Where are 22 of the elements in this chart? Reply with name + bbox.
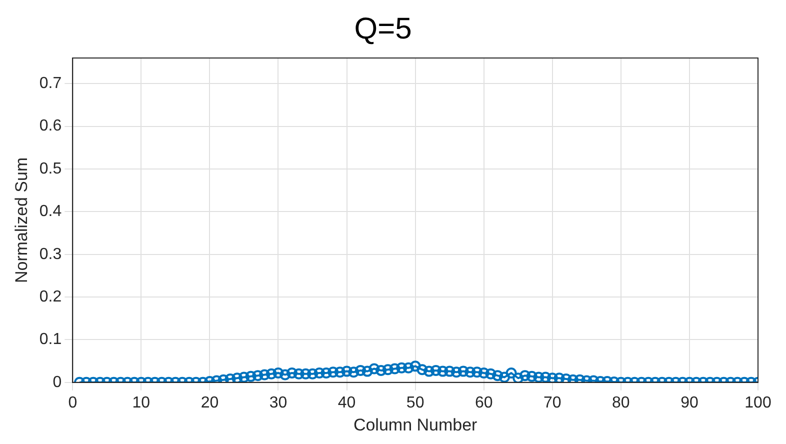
- y-tick-label: 0.2: [39, 288, 62, 306]
- y-tick-label: 0.4: [39, 203, 62, 220]
- chart-title: Q=5: [354, 12, 412, 46]
- y-tick-label: 0.1: [39, 331, 62, 348]
- x-axis-title: Column Number: [353, 415, 478, 434]
- x-tick-label: 70: [543, 394, 562, 412]
- x-tick-label: 0: [68, 394, 78, 412]
- x-tick-label: 100: [744, 394, 772, 412]
- x-tick-label: 80: [612, 394, 630, 412]
- x-tick-label: 60: [474, 394, 493, 412]
- x-tick-label: 50: [406, 394, 424, 412]
- x-tick-label: 90: [680, 394, 698, 412]
- y-tick-label: 0.6: [39, 118, 62, 135]
- y-tick-label: 0.5: [39, 160, 62, 178]
- y-tick-label: 0: [52, 374, 62, 391]
- x-tick-label: 20: [200, 394, 219, 412]
- x-tick-label: 10: [132, 394, 150, 412]
- y-tick-label: 0.3: [39, 246, 62, 263]
- y-axis-title: Normalized Sum: [12, 157, 31, 284]
- y-tick-label: 0.7: [39, 75, 62, 92]
- x-tick-label: 30: [269, 394, 288, 412]
- x-tick-label: 40: [338, 394, 356, 412]
